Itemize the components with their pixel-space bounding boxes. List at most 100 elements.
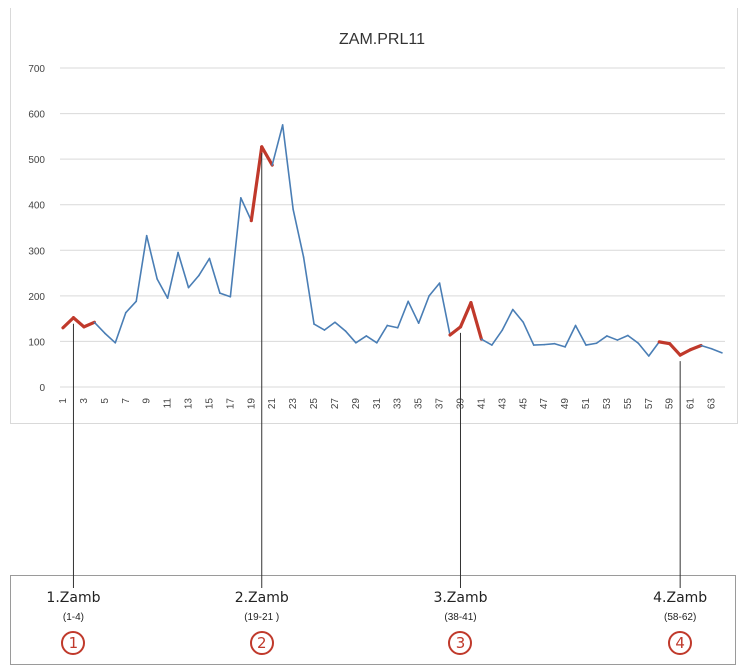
highlighted-segment [689, 343, 703, 352]
x-tick-label: 21 [267, 398, 278, 410]
zamb-label: 3.Zamb (38-41) 3 [405, 590, 515, 655]
x-tick-label: 23 [288, 398, 299, 410]
series-segment [166, 251, 179, 299]
x-tick-label: 55 [623, 398, 634, 410]
series-segment [564, 324, 577, 348]
y-tick-label: 200 [28, 292, 45, 303]
highlighted-segment [448, 325, 463, 337]
chart-panel [10, 8, 738, 424]
y-tick-label: 600 [28, 110, 45, 121]
zamb-number: 1 [61, 631, 86, 655]
x-tick-label: 11 [163, 398, 174, 409]
series-segment [606, 335, 619, 341]
series-segment [177, 251, 190, 289]
zamb-label: 1.Zamb (1-4) 1 [18, 590, 128, 655]
x-tick-label: 9 [142, 398, 153, 404]
highlighted-segment [260, 145, 274, 167]
x-tick-label: 33 [393, 398, 404, 410]
series-segment [208, 257, 221, 294]
zamb-number: 4 [668, 631, 693, 655]
x-tick-label: 17 [225, 398, 236, 410]
x-tick-label: 47 [539, 398, 550, 410]
grid-lines [60, 67, 725, 388]
series-segment [710, 347, 723, 354]
series-segment [334, 321, 347, 332]
series-segment [313, 323, 326, 331]
zamb-number: 2 [249, 631, 274, 655]
series-segment [365, 335, 378, 344]
x-tick-label: 37 [435, 398, 446, 410]
series-segment [219, 292, 232, 298]
x-tick-label: 7 [121, 398, 132, 404]
series-segment [616, 334, 629, 341]
y-tick-label: 100 [28, 337, 45, 348]
x-axis-ticks: 1357911131517192123252729313335373941434… [58, 398, 718, 410]
zamb-range: (58-62) [664, 612, 697, 623]
zamb-marker-lines [72, 152, 681, 588]
highlighted-segment [71, 316, 86, 329]
x-tick-label: 13 [184, 398, 195, 410]
highlighted-segment [469, 301, 484, 341]
series-segment [240, 197, 253, 222]
series-segment [491, 329, 504, 346]
highlighted-segment [82, 320, 96, 329]
x-tick-label: 43 [497, 398, 508, 410]
x-tick-label: 51 [581, 398, 592, 410]
series-segment [511, 308, 525, 324]
x-tick-label: 59 [665, 398, 676, 410]
x-tick-label: 31 [372, 398, 383, 410]
zamb-range: (38-41) [444, 612, 477, 623]
series-segment [417, 295, 430, 325]
series-segment [355, 335, 368, 344]
y-tick-label: 700 [28, 64, 45, 75]
x-tick-label: 27 [330, 398, 341, 410]
zamb-title: 2.Zamb [234, 590, 289, 606]
series-segment [553, 342, 566, 348]
x-tick-label: 57 [644, 398, 655, 410]
x-tick-label: 1 [58, 398, 69, 404]
series-segment [156, 278, 169, 299]
zamb-title: 3.Zamb [433, 590, 488, 606]
zamb-title: 1.Zamb [46, 590, 101, 606]
series-segment [124, 300, 138, 314]
series-segment [543, 342, 556, 346]
x-tick-label: 15 [204, 398, 215, 410]
series-segment [271, 124, 284, 166]
highlighted-segment [249, 145, 264, 223]
series-segment [637, 342, 650, 357]
y-axis-ticks: 0 100 200 300 400 500 600 700 [28, 64, 45, 394]
chart-title: ZAM.PRL11 [339, 31, 425, 48]
series-segment [595, 335, 608, 345]
series-line [61, 124, 723, 357]
zamb-label-box [10, 575, 736, 665]
highlighted-segment [678, 348, 693, 357]
series-segment [104, 332, 117, 344]
series-segment [407, 300, 420, 325]
series-segment [135, 234, 148, 303]
series-segment [323, 321, 336, 331]
series-segment [114, 311, 127, 344]
series-segment [344, 330, 357, 344]
x-tick-label: 41 [476, 398, 487, 410]
y-tick-label: 300 [28, 246, 45, 257]
series-segment [700, 344, 713, 350]
series-segment [187, 274, 200, 289]
zamb-title: 4.Zamb [653, 590, 708, 606]
zamb-label: 2.Zamb (19-21 ) 2 [207, 590, 317, 655]
x-tick-label: 53 [602, 398, 613, 410]
y-tick-label: 500 [28, 155, 45, 166]
highlighted-segment [458, 301, 473, 329]
x-tick-label: 35 [414, 398, 425, 410]
series-segment [145, 234, 158, 280]
series-segment [480, 338, 493, 346]
series-segment [386, 324, 399, 329]
series-segment [281, 124, 294, 211]
x-tick-label: 63 [707, 398, 718, 410]
y-tick-label: 400 [28, 201, 45, 212]
series-segment [302, 256, 315, 325]
x-tick-label: 19 [246, 398, 257, 410]
series-segment [428, 282, 441, 297]
x-tick-label: 29 [351, 398, 362, 410]
series-segment [396, 300, 409, 329]
